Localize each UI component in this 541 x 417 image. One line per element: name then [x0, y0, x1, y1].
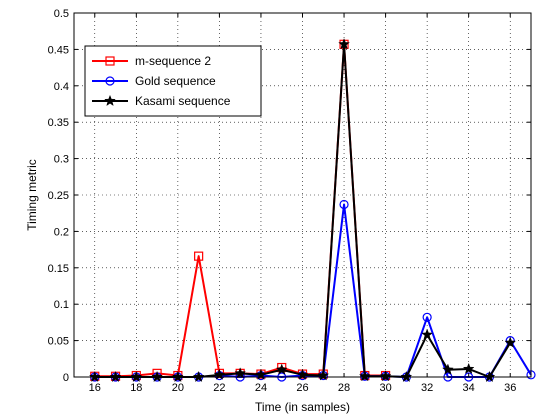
x-tick-label: 28 [338, 382, 350, 394]
data-point [358, 370, 371, 382]
data-point [151, 370, 164, 383]
data-point [400, 370, 413, 383]
y-tick-label: 0 [63, 372, 69, 384]
data-point [483, 370, 496, 383]
legend-label: Gold sequence [135, 74, 216, 88]
data-point [462, 362, 475, 375]
x-tick-label: 24 [255, 382, 267, 394]
x-tick-label: 30 [379, 382, 391, 394]
legend-marker [104, 94, 116, 107]
y-tick-label: 0.2 [54, 226, 69, 238]
legend-marker [105, 56, 115, 66]
legend-entry: m-sequence 2 [92, 54, 211, 68]
x-tick-label: 36 [504, 382, 516, 394]
legend-entry: Kasami sequence [92, 94, 231, 108]
data-point [275, 363, 288, 375]
data-point [339, 199, 349, 210]
data-point [338, 38, 350, 50]
axis-ticks: 16 18 20 22 24 26 28 30 32 34 36 0 0.05 0.1 0.15 0.2 0.2… [48, 8, 531, 394]
y-tick-label: 0.5 [54, 8, 69, 20]
y-tick-label: 0.4 [54, 81, 69, 93]
x-axis-label: Time (in samples) [255, 400, 350, 414]
data-point [317, 369, 330, 381]
x-tick-label: 34 [463, 382, 475, 394]
data-point [194, 251, 204, 261]
y-tick-label: 0.35 [48, 117, 69, 129]
y-tick-label: 0.45 [48, 44, 69, 56]
legend: m-sequence 2 Gold sequence Kasami sequence [84, 45, 262, 117]
x-tick-label: 32 [421, 382, 433, 394]
x-tick-label: 18 [130, 382, 142, 394]
x-tick-label: 26 [296, 382, 308, 394]
data-point [109, 370, 122, 383]
data-point [234, 367, 247, 379]
y-tick-label: 0.3 [54, 154, 69, 166]
data-point [422, 312, 432, 322]
y-tick-label: 0.1 [54, 299, 69, 311]
legend-label: Kasami sequence [135, 94, 231, 108]
x-tick-label: 22 [213, 382, 225, 394]
x-tick-label: 16 [89, 382, 101, 394]
y-tick-label: 0.25 [48, 190, 69, 202]
legend-label: m-sequence 2 [135, 54, 211, 68]
legend-entry: Gold sequence [92, 74, 216, 88]
y-tick-label: 0.15 [48, 263, 69, 275]
series-line [94, 203, 532, 378]
x-tick-label: 20 [172, 382, 184, 394]
legend-marker [105, 76, 115, 86]
y-tick-label: 0.05 [48, 336, 69, 348]
y-axis-label: Timing metric [25, 159, 39, 231]
series-2 [90, 199, 536, 382]
data-point [441, 363, 454, 375]
data-point [192, 370, 205, 383]
data-point [421, 328, 434, 340]
data-point [504, 336, 517, 348]
